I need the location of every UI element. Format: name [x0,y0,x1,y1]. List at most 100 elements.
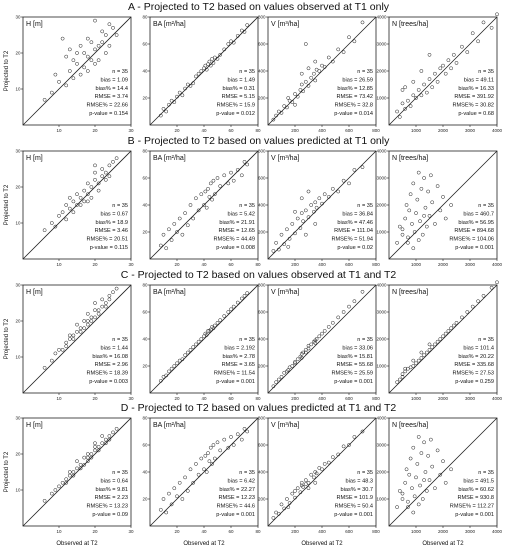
stat-line: bias = 2.192 [224,345,255,351]
y-tick-label: 600 [258,443,266,448]
data-point [93,315,97,320]
data-point [410,222,414,226]
x-tick-label: 800 [372,128,380,133]
data-point [411,93,416,98]
data-point [107,293,112,298]
stat-line: p-value = 0.014 [334,111,373,117]
stat-line: RMSE% = 11.54 [214,371,255,377]
y-axis-title: Projected to T2 [4,184,10,225]
y-tick-label: 10 [15,488,21,493]
data-point [449,203,453,207]
x-tick-label: 2000 [438,262,449,267]
data-point [451,323,456,328]
data-point [330,186,335,191]
data-point [78,326,83,331]
data-point [111,25,115,30]
data-point [93,47,97,52]
data-point [107,174,112,179]
data-point [400,101,405,106]
y-tick-label: 200 [258,497,266,502]
y-tick-label: 30 [15,283,21,288]
data-point [196,472,201,477]
stat-line: n = 35 [357,337,373,343]
stat-line: RMSE = 3.74 [95,94,128,100]
stat-line: n = 35 [239,203,255,209]
data-point [194,196,198,201]
x-tick-label: 4000 [492,396,503,401]
data-point [172,364,177,368]
data-point [449,467,453,472]
data-point [274,380,278,385]
data-point [64,217,69,222]
stat-line: RMSE = 2.23 [95,495,128,501]
data-point [164,510,169,515]
data-point [100,29,105,34]
data-point [360,429,365,434]
data-point [96,58,101,63]
data-point [222,437,227,442]
stat-line: n = 35 [239,69,255,75]
data-point [107,22,112,27]
x-tick-label: 40 [201,262,207,267]
data-point [53,488,58,492]
y-tick-label: 200 [258,230,266,235]
data-point [175,361,179,366]
data-point [426,453,430,458]
data-point [185,489,190,493]
panel: 1000 2000 3000 4000 1000 2000 3000 4000 N [trees… [376,280,503,401]
data-point [301,89,305,94]
data-point [416,502,421,507]
data-point [309,472,314,477]
data-point [470,31,475,36]
data-point [212,323,217,328]
data-point [78,203,83,207]
stat-line: p-value = 0.003 [89,379,128,385]
panel-label: H [m] [26,422,43,429]
data-point [78,462,83,467]
data-point [411,510,416,515]
data-point [293,489,297,493]
data-point [245,429,250,434]
panel-label: BA [m²/ha] [153,155,186,162]
data-point [279,502,284,507]
data-point [438,208,443,213]
data-point [175,94,179,99]
stat-line: RMSE% = 44.6 [217,504,255,510]
data-point [75,51,79,55]
data-point [167,102,171,107]
panel: 1000 2000 3000 4000 1000 2000 3000 4000 N [trees… [376,149,502,268]
y-tick-label: 4000 [376,416,387,421]
y-tick-label: 40 [142,69,148,74]
data-point [57,347,61,352]
data-point [89,58,94,63]
data-point [242,159,247,164]
data-point [271,117,276,122]
data-point [191,216,196,221]
panel: 10 20 30 10 20 30 H [m] n = 35 bias = 0.67 bias% … [4,149,134,268]
x-tick-label: 20 [92,396,98,401]
panel-label: H [m] [26,289,43,296]
x-tick-label: 60 [228,396,234,401]
data-point [276,512,281,516]
stat-line: p-value = 0.115 [90,245,128,251]
data-point [199,192,204,197]
y-tick-label: 400 [258,470,266,475]
data-point [408,104,413,108]
data-point [460,315,464,320]
data-point [279,111,284,115]
data-point [239,173,244,178]
data-point [85,36,90,41]
data-point [196,208,201,213]
data-point [208,63,213,68]
stat-line: RMSE = 930.8 [457,495,494,501]
data-point [64,203,69,207]
data-point [172,222,177,226]
x-tick-label: 60 [228,529,234,534]
x-tick-label: 800 [372,262,380,267]
data-point [397,115,402,119]
x-tick-label: 80 [255,128,261,133]
data-point [67,473,72,478]
data-point [435,448,440,453]
data-point [326,55,331,60]
stat-line: bias = 460.7 [463,211,494,217]
